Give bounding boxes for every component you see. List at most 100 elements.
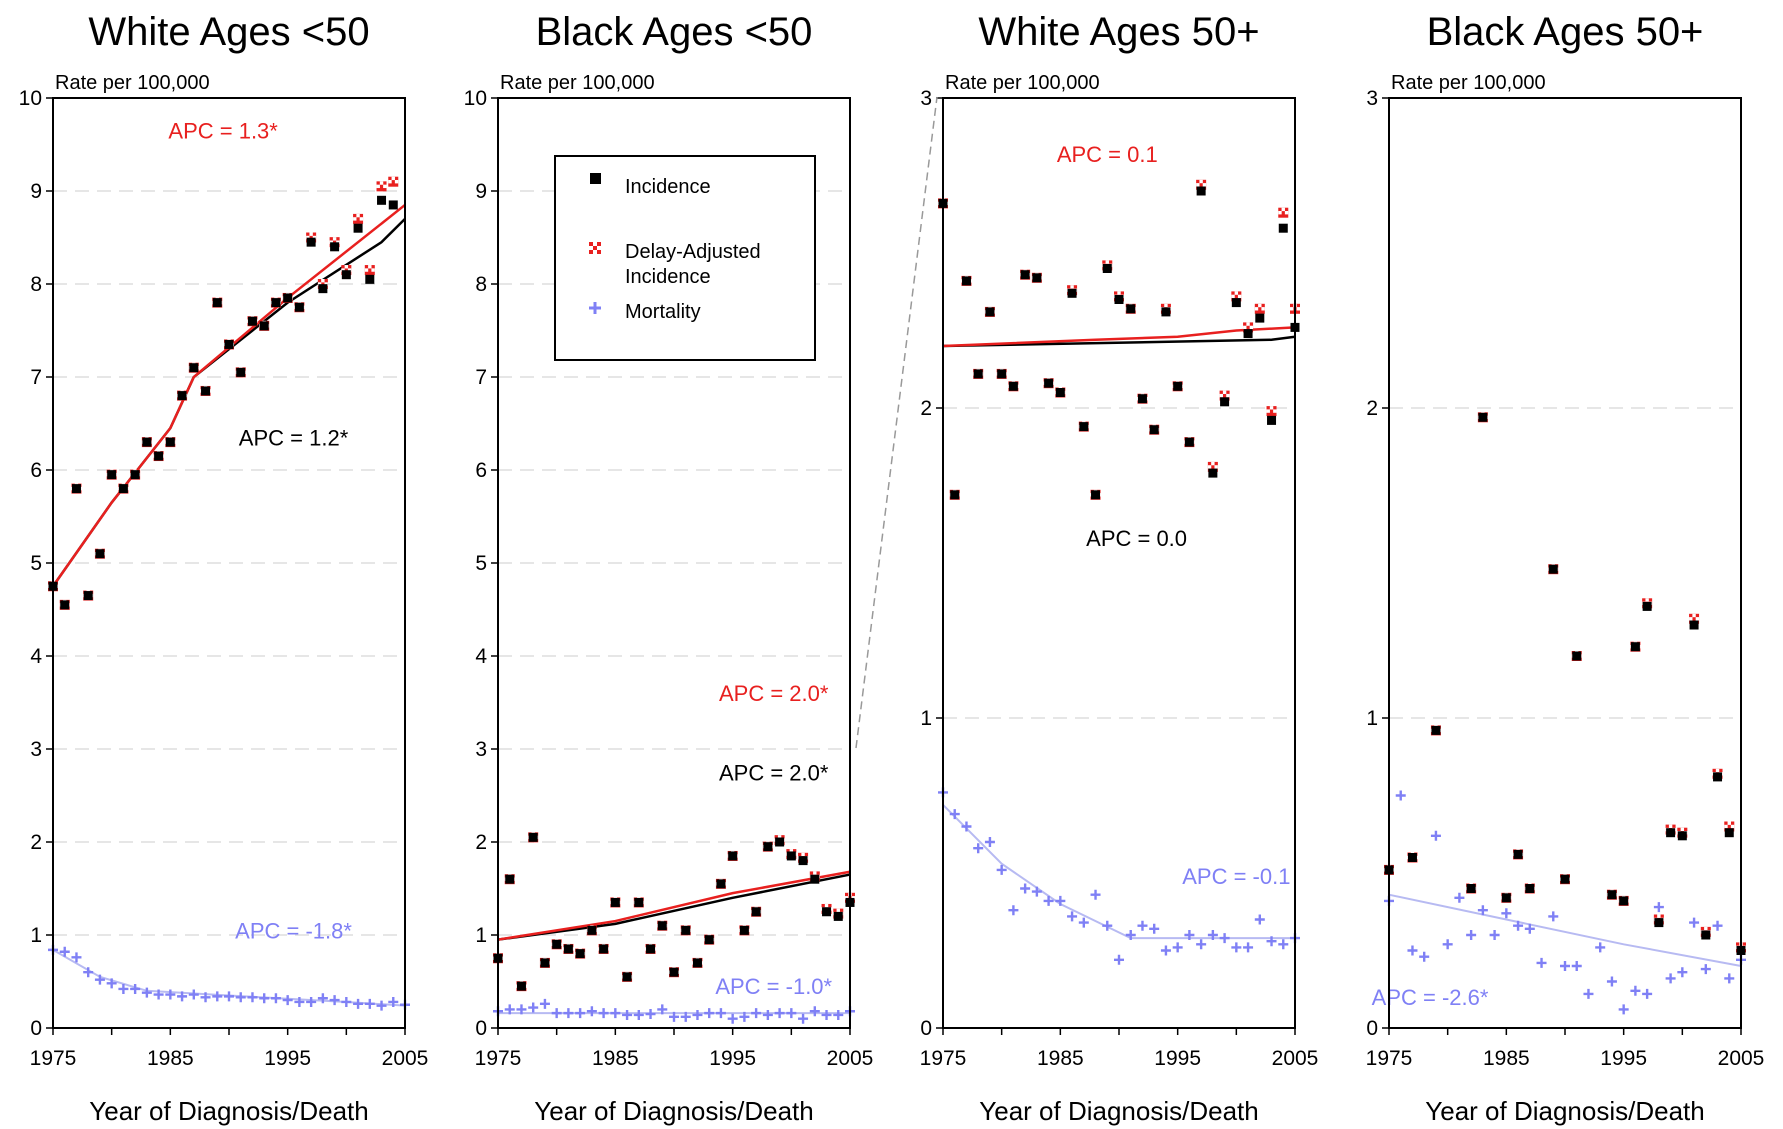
delay-adjusted-point (1219, 390, 1230, 401)
delay-adjusted-point (1254, 303, 1265, 314)
y-tick-label: 8 (30, 273, 42, 296)
y-tick-label: 7 (475, 366, 487, 389)
incidence-point (1184, 437, 1194, 447)
incidence-point (669, 967, 679, 977)
x-tick-label: 1995 (1154, 1047, 1201, 1070)
mortality-point (1419, 951, 1430, 962)
mortality-point (59, 946, 70, 957)
mortality-point (1548, 911, 1559, 922)
mortality-point (1571, 961, 1582, 971)
delay-adjusted-point-notch (1222, 390, 1227, 394)
y-tick-label: 1 (30, 924, 42, 947)
delay-adjusted-point-body (1724, 821, 1735, 832)
incidence-point (575, 949, 585, 959)
incidence-point (716, 879, 726, 889)
y-tick-label: 3 (1366, 87, 1378, 110)
delay-adjusted-point (329, 237, 340, 248)
incidence-point (1713, 772, 1723, 782)
incidence-point (341, 270, 351, 280)
chart-panels: White Ages <50 Rate per 100,000 Year of Di… (19, 10, 1765, 1126)
incidence-point (294, 302, 304, 312)
delay-adjusted-point-notch (1237, 294, 1242, 299)
delay-adjusted-point-notch (368, 265, 372, 269)
incidence-point (1630, 642, 1640, 652)
incidence-point (1161, 307, 1171, 317)
mortality-point (200, 992, 211, 1003)
incidence-point (1677, 831, 1687, 841)
mortality-point (1665, 973, 1676, 984)
y-axis-label: Rate per 100,000 (55, 72, 210, 94)
y-tick-label: 3 (475, 738, 487, 761)
incidence-point (599, 944, 609, 954)
mortality-point (282, 995, 293, 1006)
delay-adjusted-point-notch (1117, 291, 1121, 295)
zoom-connector-line (855, 96, 938, 749)
y-axis-label: Rate per 100,000 (500, 72, 655, 94)
incidence-point (822, 907, 832, 917)
delay-adjusted-point-notch (391, 176, 395, 181)
incidence-point (118, 484, 128, 494)
incidence-point (154, 451, 164, 461)
panel-1: White Ages <50 Rate per 100,000 Year of Di… (19, 10, 429, 1126)
mortality-point (1266, 936, 1277, 947)
y-tick-label: 6 (475, 459, 487, 482)
delay-adjusted-point-notch (344, 265, 349, 269)
mortality-point (1724, 973, 1735, 984)
incidence-point (1220, 397, 1230, 407)
delay-adjusted-point-notch (1715, 768, 1720, 773)
plot-frame (1388, 97, 1742, 1029)
delay-adjusted-point-notch (376, 184, 380, 189)
mortality-point (329, 995, 340, 1006)
incidence-point (587, 925, 597, 935)
mortality-point (106, 978, 117, 989)
plot-frame (942, 97, 1296, 1029)
delay-adjusted-point-notch (1211, 461, 1215, 466)
incidence-point (610, 897, 620, 907)
delay-adjusted-point-notch (777, 835, 782, 839)
panel-4: Black Ages 50+ Rate per 100,000 Year of Di… (1366, 10, 1765, 1126)
mortality-point (610, 1008, 621, 1019)
delay-adjusted-point-body (306, 232, 317, 243)
incidence-point (961, 276, 971, 286)
mortality-point (259, 993, 270, 1004)
y-axis-label: Rate per 100,000 (945, 72, 1100, 94)
delay-adjusted-point-body (1243, 322, 1254, 333)
mortality-point (1149, 923, 1160, 934)
mortality-point (1501, 908, 1512, 919)
y-tick-label: 5 (30, 552, 42, 575)
mortality-point (1583, 988, 1594, 999)
mortality-point (1466, 930, 1477, 940)
delay-adjusted-point-notch (1296, 307, 1300, 311)
mortality-point (1489, 930, 1500, 940)
delay-adjusted-point-notch (1727, 821, 1731, 825)
delay-adjusted-point-notch (356, 213, 360, 218)
x-tick-label: 1995 (264, 1047, 311, 1070)
delay-adjusted-point-notch (1196, 183, 1200, 187)
delay-adjusted-point-notch (1214, 465, 1218, 469)
delay-adjusted-point-notch (1070, 285, 1074, 289)
legend: Incidence Delay-Adjusted Incidence Morta… (554, 155, 816, 361)
mortality-point (1254, 914, 1265, 925)
incidence-point (1114, 295, 1124, 304)
incidence-point (1008, 381, 1018, 391)
mortality-point (118, 983, 129, 994)
x-axis-label: Year of Diagnosis/Death (1425, 1096, 1704, 1126)
delay-adjusted-point (1266, 406, 1277, 417)
mortality-point (317, 993, 328, 1004)
mortality-point (1454, 892, 1465, 903)
delay-adjusted-point-notch (845, 896, 849, 900)
mortality-point (1395, 790, 1406, 801)
chart-title: Black Ages 50+ (1427, 10, 1704, 54)
mortality-point (235, 992, 246, 1003)
delay-adjusted-point-notch (1261, 307, 1265, 311)
mortality-point (739, 1011, 750, 1022)
delay-adjusted-point-notch (394, 180, 399, 184)
apc-annotation: APC = 0.0 (1086, 526, 1187, 551)
incidence-point (763, 842, 773, 852)
delay-adjusted-point (388, 176, 399, 187)
y-tick-label: 0 (920, 1017, 932, 1040)
x-tick-label: 2005 (1718, 1047, 1765, 1070)
delay-adjusted-point-notch (1226, 393, 1230, 398)
incidence-point (142, 437, 152, 447)
incidence-point (528, 832, 538, 842)
